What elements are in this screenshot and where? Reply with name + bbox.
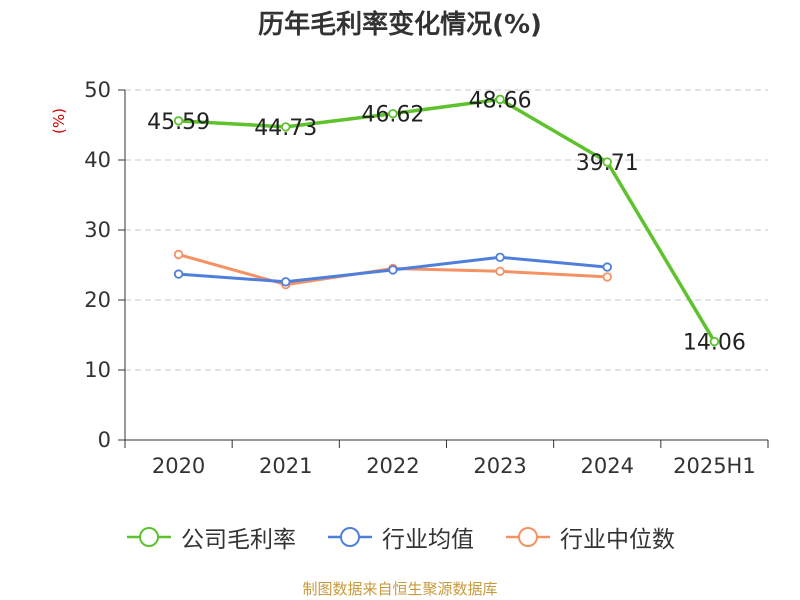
data-point (602, 262, 612, 272)
x-tick-label: 2022 (366, 454, 419, 478)
data-label: 44.73 (254, 116, 317, 141)
legend-swatch-marker (139, 527, 159, 547)
legend-swatch-marker (518, 527, 538, 547)
data-point (281, 277, 291, 287)
x-tick-label: 2024 (581, 454, 634, 478)
legend-label: 行业均值 (382, 527, 474, 553)
legend-swatch-marker (340, 527, 360, 547)
legend-swatch (328, 527, 372, 547)
y-tick-label: 40 (84, 148, 111, 172)
y-tick-label: 20 (84, 288, 111, 312)
data-point (388, 108, 398, 119)
data-point (173, 116, 184, 126)
legend-label: 行业中位数 (560, 527, 675, 553)
data-point (173, 269, 184, 279)
data-label: 48.66 (469, 88, 532, 113)
data-point (602, 272, 612, 282)
legend-item: 行业均值 (326, 520, 474, 554)
legend-item: 行业中位数 (504, 520, 675, 554)
series-line (178, 97, 716, 343)
chart-title: 历年毛利率变化情况(%) (258, 10, 542, 40)
source-note: 制图数据来自恒生聚源数据库 (302, 580, 498, 598)
data-point (495, 94, 505, 105)
data-point (388, 265, 398, 275)
x-tick-label: 2021 (259, 454, 312, 478)
data-point (495, 252, 505, 262)
data-label: 14.06 (683, 331, 746, 356)
y-tick-label: 30 (84, 218, 111, 242)
legend-swatch (127, 527, 171, 547)
x-tick-label: 2020 (152, 454, 205, 478)
legend-swatch (506, 527, 550, 547)
x-tick-label: 2023 (473, 454, 526, 478)
y-tick-label: 0 (98, 428, 111, 452)
data-point (173, 249, 184, 260)
data-point (709, 336, 720, 347)
y-tick-label: 10 (84, 358, 111, 382)
x-tick-label: 2025H1 (673, 454, 756, 478)
legend: 公司毛利率 行业均值 行业中位数 (0, 520, 800, 554)
data-point (281, 122, 291, 132)
y-tick-label: 50 (84, 78, 111, 102)
legend-label: 公司毛利率 (181, 527, 296, 553)
data-point (495, 266, 505, 276)
legend-item: 公司毛利率 (125, 520, 296, 554)
data-label: 46.62 (361, 103, 424, 128)
data-label: 45.59 (147, 110, 210, 135)
data-label: 39.71 (576, 151, 639, 176)
data-point (602, 157, 612, 167)
